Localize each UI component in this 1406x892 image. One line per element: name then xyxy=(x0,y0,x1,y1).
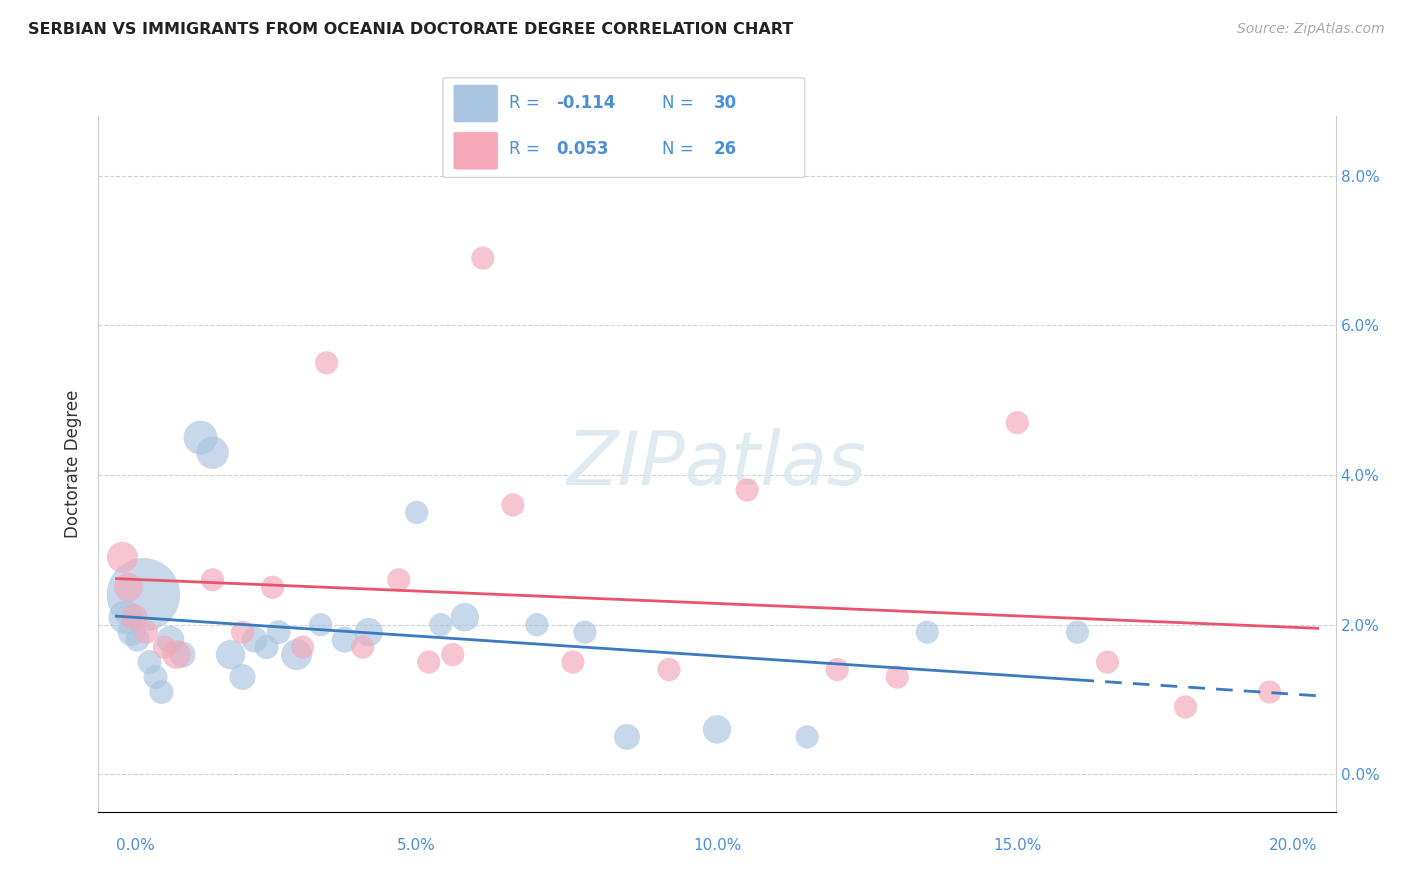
Point xyxy=(1174,700,1197,714)
Legend: Serbians, Immigrants from Oceania: Serbians, Immigrants from Oceania xyxy=(538,889,896,892)
Point xyxy=(135,625,157,640)
Point xyxy=(454,610,477,624)
Point xyxy=(315,356,337,370)
Point xyxy=(429,617,451,632)
Point xyxy=(405,506,427,520)
Point xyxy=(267,625,290,640)
Point xyxy=(166,648,188,662)
Text: 0.0%: 0.0% xyxy=(117,838,155,854)
Point xyxy=(357,625,380,640)
Text: SERBIAN VS IMMIGRANTS FROM OCEANIA DOCTORATE DEGREE CORRELATION CHART: SERBIAN VS IMMIGRANTS FROM OCEANIA DOCTO… xyxy=(28,22,793,37)
Text: N =: N = xyxy=(662,140,699,158)
Point xyxy=(333,632,356,647)
Text: 15.0%: 15.0% xyxy=(993,838,1042,854)
Point xyxy=(138,655,160,669)
Text: 10.0%: 10.0% xyxy=(693,838,741,854)
Text: 5.0%: 5.0% xyxy=(398,838,436,854)
Y-axis label: Doctorate Degree: Doctorate Degree xyxy=(65,390,83,538)
Point xyxy=(616,730,638,744)
Point xyxy=(441,648,464,662)
Point xyxy=(114,610,136,624)
Point xyxy=(526,617,548,632)
Point xyxy=(1097,655,1119,669)
Point xyxy=(706,723,728,737)
Point xyxy=(796,730,818,744)
Point xyxy=(150,685,173,699)
Point xyxy=(172,648,194,662)
Point xyxy=(886,670,908,684)
Text: 26: 26 xyxy=(713,140,737,158)
Point xyxy=(388,573,411,587)
Point xyxy=(256,640,278,654)
Point xyxy=(127,632,149,647)
Point xyxy=(502,498,524,512)
Point xyxy=(262,580,284,594)
Point xyxy=(917,625,939,640)
Point xyxy=(658,663,681,677)
Point xyxy=(735,483,758,497)
Point xyxy=(232,625,254,640)
FancyBboxPatch shape xyxy=(454,132,498,169)
Point xyxy=(201,573,224,587)
Point xyxy=(285,648,308,662)
Point xyxy=(1258,685,1281,699)
Text: ZIPatlas: ZIPatlas xyxy=(567,428,868,500)
Text: R =: R = xyxy=(509,94,544,112)
Point xyxy=(309,617,332,632)
Point xyxy=(132,588,155,602)
Point xyxy=(117,580,139,594)
Point xyxy=(418,655,440,669)
Point xyxy=(561,655,583,669)
Point xyxy=(291,640,314,654)
Point xyxy=(124,610,146,624)
Point xyxy=(120,625,142,640)
Text: 30: 30 xyxy=(713,94,737,112)
Point xyxy=(825,663,848,677)
Point xyxy=(1007,416,1029,430)
Text: Source: ZipAtlas.com: Source: ZipAtlas.com xyxy=(1237,22,1385,37)
Point xyxy=(232,670,254,684)
Point xyxy=(219,648,242,662)
Point xyxy=(159,632,181,647)
Point xyxy=(1066,625,1088,640)
Point xyxy=(574,625,596,640)
Point xyxy=(153,640,176,654)
Point xyxy=(145,670,167,684)
Point xyxy=(243,632,266,647)
Text: 20.0%: 20.0% xyxy=(1270,838,1317,854)
Text: 0.053: 0.053 xyxy=(557,140,609,158)
Text: R =: R = xyxy=(509,140,544,158)
Text: N =: N = xyxy=(662,94,699,112)
Point xyxy=(111,550,134,565)
Point xyxy=(201,445,224,459)
Point xyxy=(471,251,494,265)
Text: -0.114: -0.114 xyxy=(557,94,616,112)
Point xyxy=(190,431,212,445)
FancyBboxPatch shape xyxy=(454,85,498,122)
FancyBboxPatch shape xyxy=(443,78,804,178)
Point xyxy=(352,640,374,654)
